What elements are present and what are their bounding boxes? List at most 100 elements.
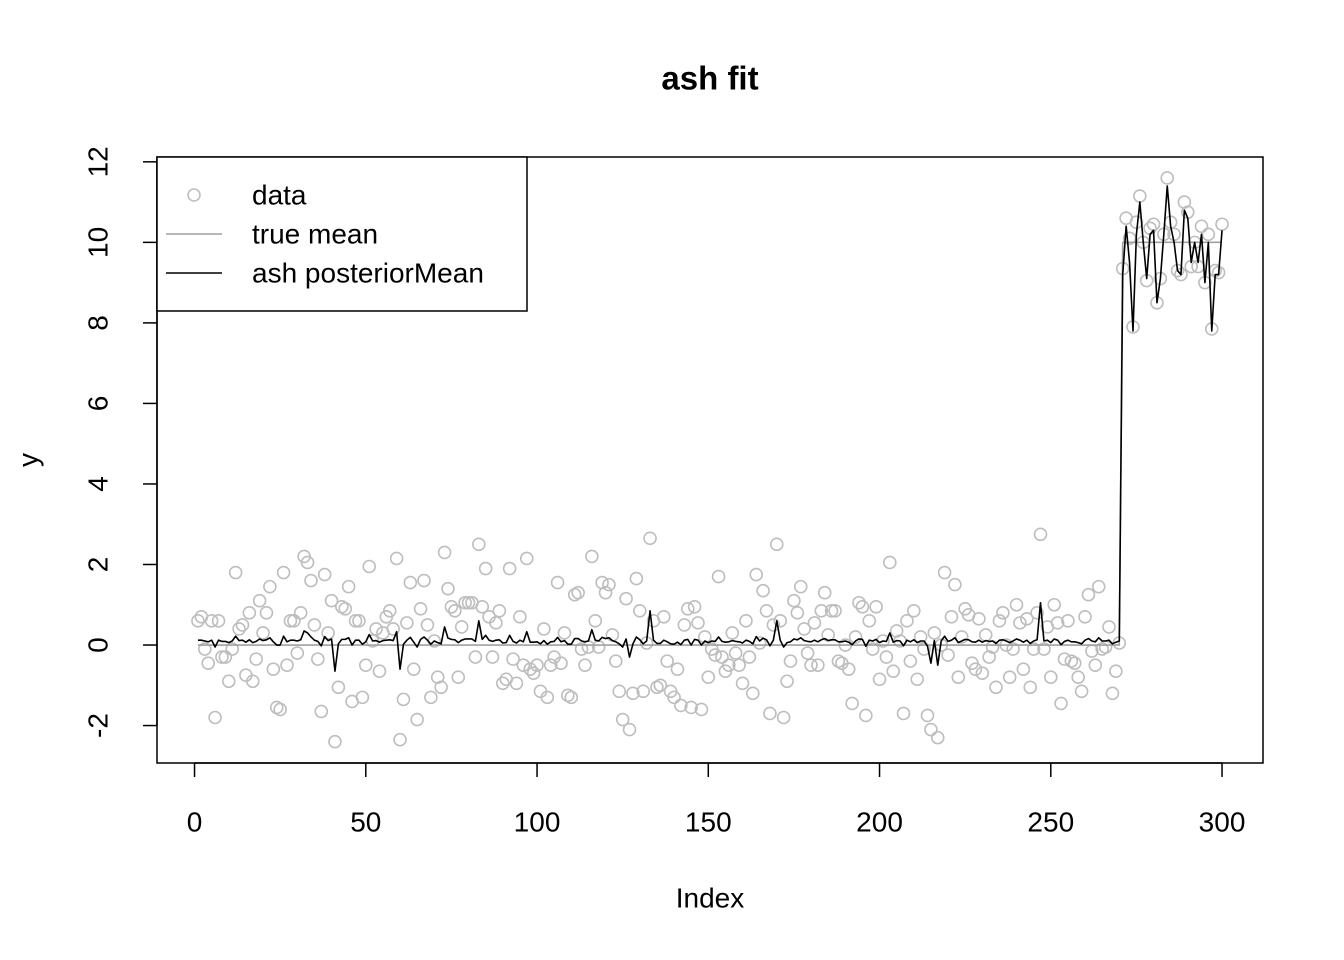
data-point (859, 708, 873, 723)
data-point (324, 593, 339, 608)
data-point (300, 555, 315, 570)
data-point (886, 664, 901, 678)
data-point (1006, 642, 1020, 656)
data-point (314, 704, 329, 719)
data-point (341, 579, 356, 594)
data-point (1009, 597, 1024, 612)
data-point (841, 662, 856, 676)
data-point (739, 614, 753, 628)
data-point (1105, 686, 1120, 701)
data-point (817, 585, 832, 600)
data-point (670, 662, 685, 676)
data-point (1047, 597, 1062, 612)
data-point (968, 662, 983, 676)
data-point (1026, 642, 1041, 656)
data-point (369, 622, 383, 636)
data-point (1020, 612, 1034, 626)
data-point (903, 654, 918, 668)
data-point (331, 680, 346, 695)
data-point (749, 567, 764, 582)
data-point (259, 606, 274, 620)
data-point (937, 565, 952, 580)
data-point (674, 698, 688, 713)
data-point (793, 579, 808, 594)
series-line (197, 185, 1223, 672)
data-point (550, 575, 565, 590)
data-point (523, 662, 537, 676)
data-point (276, 565, 291, 580)
series-line (197, 241, 1223, 646)
data-point (252, 593, 267, 608)
data-point (728, 646, 743, 660)
data-point (910, 672, 925, 687)
data-point (454, 620, 469, 634)
data-point (198, 642, 212, 656)
data-point (917, 642, 931, 656)
data-point (828, 603, 842, 618)
data-point (975, 666, 990, 681)
data-point (280, 658, 294, 672)
data-point (417, 573, 431, 588)
data-point (256, 626, 270, 640)
data-point (698, 630, 712, 644)
data-point (759, 603, 774, 618)
data-point (763, 706, 777, 721)
data-point (307, 618, 322, 632)
data-point (317, 567, 332, 582)
x-tick-label: 250 (1027, 806, 1074, 837)
data-point (588, 614, 603, 628)
y-tick-label: 2 (82, 557, 113, 573)
data-point (526, 666, 541, 681)
data-point (804, 658, 818, 672)
data-point (403, 575, 418, 590)
data-point (773, 614, 788, 628)
data-point (413, 601, 428, 616)
data-point (273, 702, 287, 717)
data-point (249, 652, 263, 666)
data-point (701, 670, 716, 685)
data-point (632, 603, 647, 618)
data-point (245, 674, 260, 689)
data-point (776, 710, 791, 725)
data-point (1002, 670, 1017, 685)
data-point (358, 658, 373, 672)
data-point (201, 656, 216, 670)
data-point (800, 646, 815, 660)
data-point (574, 642, 589, 656)
data-point (1030, 606, 1044, 620)
data-point (622, 722, 637, 737)
data-point (1074, 684, 1089, 699)
data-point (996, 606, 1010, 620)
data-point (338, 601, 353, 616)
data-point (653, 678, 668, 693)
data-point (656, 610, 671, 624)
data-point (944, 610, 959, 624)
data-point (585, 549, 599, 564)
data-point (204, 614, 219, 628)
data-point (211, 614, 226, 628)
data-point (386, 622, 400, 636)
data-point (924, 722, 938, 737)
data-point (472, 537, 486, 552)
data-point (578, 658, 592, 672)
data-point (502, 561, 517, 576)
data-point (458, 595, 472, 610)
data-point (400, 616, 414, 630)
x-tick-label: 50 (350, 806, 381, 837)
data-point (684, 700, 698, 715)
data-point (1071, 670, 1085, 685)
data-point (232, 622, 246, 636)
data-point (680, 601, 695, 616)
data-point (930, 730, 945, 745)
data-point (725, 626, 740, 640)
data-point (461, 595, 476, 610)
data-point (434, 680, 448, 695)
data-point (513, 610, 527, 624)
y-tick-label: 6 (82, 396, 113, 412)
data-point (756, 583, 770, 598)
data-point (1160, 171, 1175, 185)
data-point (811, 658, 825, 672)
data-point (554, 656, 568, 670)
data-point (732, 658, 746, 672)
data-point (420, 618, 435, 632)
